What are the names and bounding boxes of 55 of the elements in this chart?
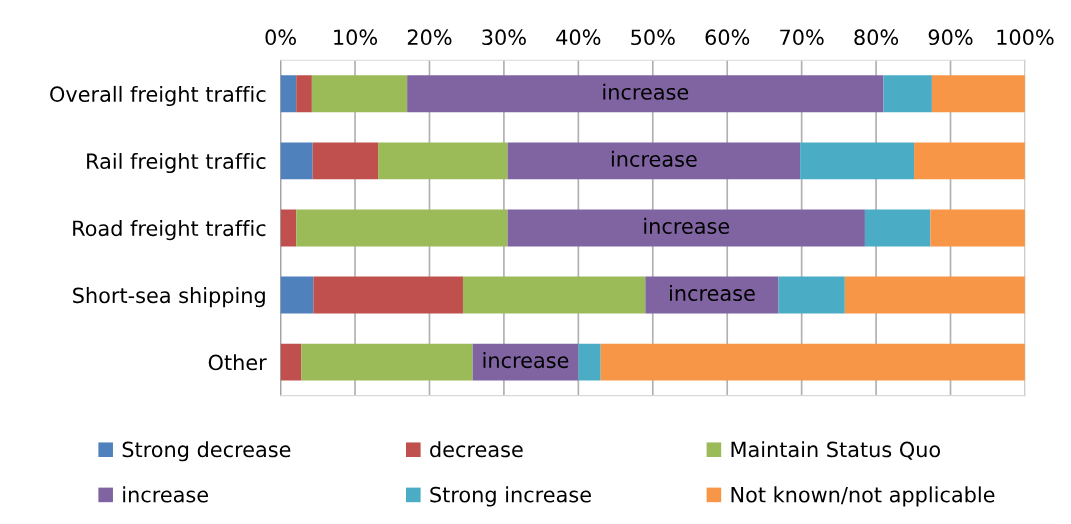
legend-label: Maintain Status Quo bbox=[731, 441, 941, 460]
y-tick-label: Other bbox=[208, 354, 267, 371]
bar bbox=[931, 75, 1025, 113]
bar bbox=[280, 75, 297, 113]
bar bbox=[578, 343, 601, 381]
bar bbox=[472, 343, 579, 381]
bar bbox=[301, 343, 473, 381]
y-tick-label: Short-sea shipping bbox=[73, 287, 265, 308]
x-tick-label: 80% bbox=[854, 29, 899, 46]
bar bbox=[507, 209, 865, 247]
bar bbox=[507, 142, 801, 180]
x-tick-label: 10% bbox=[334, 29, 378, 46]
legend-label: decrease bbox=[430, 441, 523, 458]
legend-label: Strong increase bbox=[430, 486, 591, 507]
annotation: increase bbox=[483, 352, 569, 369]
bar bbox=[312, 142, 379, 180]
annotation: increase bbox=[644, 217, 730, 234]
bar bbox=[378, 142, 508, 180]
bar bbox=[280, 142, 313, 180]
x-tick-label: 40% bbox=[556, 29, 601, 46]
bar bbox=[313, 276, 463, 314]
annotation: increase bbox=[611, 150, 697, 167]
bar bbox=[930, 209, 1025, 247]
y-tick-label: Rail freight traffic bbox=[87, 152, 266, 174]
legend-label: increase bbox=[123, 486, 208, 503]
annotation: increase bbox=[603, 83, 689, 100]
x-tick-label: 100% bbox=[997, 29, 1054, 46]
bar bbox=[864, 209, 931, 247]
bar bbox=[296, 75, 312, 113]
bar bbox=[883, 75, 932, 113]
bar bbox=[296, 209, 508, 247]
bar bbox=[280, 276, 314, 314]
bar bbox=[914, 142, 1025, 180]
y-tick-label: Road freight traffic bbox=[73, 220, 266, 241]
x-tick-label: 70% bbox=[780, 29, 824, 46]
bar bbox=[600, 343, 1025, 381]
x-tick-label: 50% bbox=[631, 29, 675, 46]
bar bbox=[311, 75, 408, 113]
bar bbox=[280, 343, 302, 381]
bar bbox=[778, 276, 845, 314]
x-tick-label: 20% bbox=[407, 29, 452, 46]
x-tick-label: 0% bbox=[265, 29, 296, 46]
legend-label: Not known/not applicable bbox=[731, 486, 995, 507]
bar bbox=[462, 276, 646, 314]
bar bbox=[280, 209, 297, 247]
bar bbox=[645, 276, 779, 314]
bar bbox=[844, 276, 1025, 314]
legend-label: Strong decrease bbox=[122, 441, 291, 462]
bar bbox=[800, 142, 915, 180]
bar bbox=[407, 75, 884, 113]
y-tick-label: Overall freight traffic bbox=[50, 85, 266, 107]
x-tick-label: 30% bbox=[482, 29, 526, 46]
x-tick-label: 60% bbox=[705, 29, 750, 46]
x-tick-label: 90% bbox=[928, 29, 973, 46]
annotation: increase bbox=[670, 284, 755, 302]
